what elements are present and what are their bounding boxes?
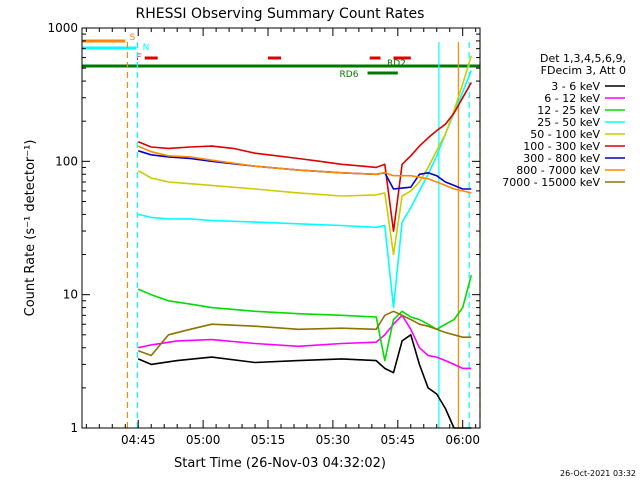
series-line-8: [137, 310, 472, 357]
x-tick-label: 05:00: [186, 433, 221, 447]
y-tick-label: 1000: [47, 21, 78, 35]
flag-label-s: S: [130, 33, 136, 43]
y-tick-label: 10: [63, 288, 78, 302]
x-tick-label: 04:45: [121, 433, 156, 447]
flag-label-f: F: [136, 53, 141, 63]
series-line-5: [137, 82, 472, 232]
legend-label: 12 - 25 keV: [537, 104, 600, 117]
flag-label-n: N: [143, 43, 150, 53]
x-tick-label: 05:30: [316, 433, 351, 447]
flag-label-rd2: RD2: [387, 59, 406, 69]
x-tick-label: 06:00: [445, 433, 480, 447]
legend-header: FDecim 3, Att 0: [541, 64, 626, 77]
legend-label: 50 - 100 keV: [530, 128, 600, 141]
legend-header: Det 1,3,4,5,6,9,: [540, 52, 626, 65]
legend-label: 3 - 6 keV: [551, 80, 600, 93]
legend-label: 800 - 7000 keV: [516, 164, 600, 177]
y-axis-label: Count Rate (s⁻¹ detector⁻¹): [23, 140, 38, 317]
legend-label: 100 - 300 keV: [523, 140, 600, 153]
flag-label-rd6: RD6: [340, 70, 359, 80]
legend-label: 7000 - 15000 keV: [502, 176, 600, 189]
series-line-1: [138, 314, 472, 370]
y-tick-label: 1: [70, 421, 78, 435]
x-tick-label: 05:45: [381, 433, 416, 447]
legend-label: 6 - 12 keV: [544, 92, 600, 105]
chart-title: RHESSI Observing Summary Count Rates: [136, 6, 425, 22]
series-line-0: [137, 333, 472, 429]
x-tick-label: 05:15: [251, 433, 286, 447]
legend-label: 25 - 50 keV: [537, 116, 600, 129]
series-line-4: [137, 55, 473, 256]
y-tick-label: 100: [55, 154, 78, 168]
legend-label: 300 - 800 keV: [523, 152, 600, 165]
x-axis-label: Start Time (26-Nov-03 04:32:02): [174, 456, 386, 471]
series-line-7: [137, 145, 472, 194]
footer-timestamp: 26-Oct-2021 03:32: [560, 469, 636, 478]
series-line-2: [137, 274, 473, 362]
series-line-6: [137, 150, 472, 190]
